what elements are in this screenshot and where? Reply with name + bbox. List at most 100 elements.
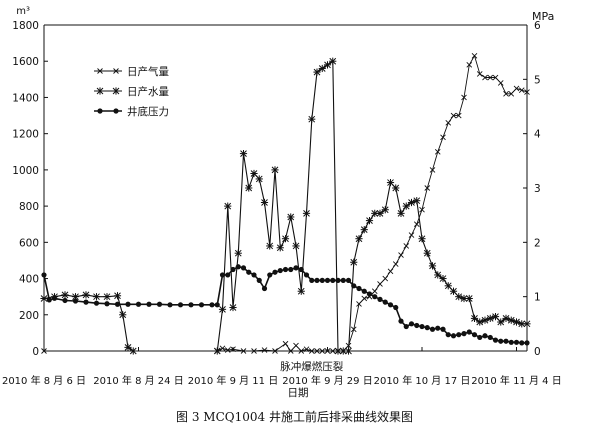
data-point: [302, 209, 311, 217]
x-tick-label: 2010 年 8 月 24 日: [93, 374, 183, 387]
data-point: [277, 267, 283, 274]
legend-label: 井底压力: [127, 105, 169, 118]
data-point: [507, 316, 515, 324]
data-point: [471, 332, 478, 338]
data-point: [356, 301, 362, 307]
y-left-tick-label: 200: [19, 310, 39, 322]
data-point: [298, 266, 304, 273]
legend-marker: [113, 108, 119, 114]
data-point: [261, 347, 268, 353]
data-point: [292, 242, 300, 250]
data-point: [429, 326, 436, 332]
data-point: [461, 94, 467, 101]
data-point: [371, 209, 379, 217]
data-point: [482, 333, 488, 339]
data-point: [465, 294, 473, 303]
data-point: [482, 74, 488, 81]
legend-item: 日产气量: [94, 65, 169, 78]
data-point: [114, 301, 121, 307]
data-point: [41, 272, 47, 278]
data-point: [477, 334, 483, 341]
data-point: [372, 294, 378, 300]
data-point: [350, 326, 357, 333]
data-point: [281, 235, 290, 243]
data-point: [434, 271, 442, 279]
data-point: [82, 291, 90, 299]
x-axis-label: 日期: [288, 387, 309, 399]
data-point: [355, 235, 363, 243]
data-point: [476, 318, 484, 326]
data-point: [497, 80, 504, 86]
data-point: [398, 318, 404, 324]
data-point: [177, 302, 184, 308]
x-tick-label: 2010 年 11 月 4 日: [471, 374, 561, 387]
data-point: [218, 305, 227, 313]
data-point: [413, 197, 421, 205]
data-point: [350, 258, 358, 266]
data-point: [103, 293, 111, 301]
data-point: [318, 64, 326, 73]
y-right-tick-label: 3: [534, 183, 541, 195]
data-point: [393, 304, 399, 311]
data-point: [225, 272, 231, 278]
data-point: [365, 217, 374, 225]
data-point: [340, 277, 346, 283]
data-point: [470, 314, 479, 322]
data-point: [188, 302, 194, 308]
data-point: [424, 185, 431, 191]
series-line: [44, 54, 528, 352]
data-point: [486, 314, 494, 322]
data-point: [476, 71, 483, 77]
legend-marker: [113, 68, 119, 74]
data-point: [497, 318, 505, 326]
data-point: [167, 302, 173, 308]
data-point: [377, 281, 383, 287]
data-point: [492, 74, 499, 81]
data-point: [293, 342, 299, 349]
data-point: [303, 272, 310, 278]
data-point: [356, 285, 362, 292]
data-point: [408, 232, 415, 238]
data-point: [345, 277, 352, 283]
data-point: [267, 272, 273, 278]
data-point: [371, 288, 378, 295]
data-point: [487, 74, 494, 81]
data-point: [503, 91, 509, 97]
series-3: [41, 264, 530, 346]
legend-marker: [97, 68, 103, 74]
data-point: [246, 269, 252, 275]
y-left-tick-label: 1200: [12, 129, 39, 141]
series-2: [40, 57, 531, 355]
y-left-tick-label: 1600: [12, 56, 39, 68]
data-point: [113, 292, 122, 300]
data-point: [445, 332, 451, 338]
series-layer: [40, 52, 531, 355]
data-point: [124, 343, 132, 351]
data-point: [72, 298, 79, 304]
data-point: [198, 302, 205, 308]
data-point: [424, 325, 430, 331]
data-point: [460, 294, 468, 303]
data-point: [455, 112, 462, 119]
data-point: [213, 347, 221, 355]
data-point: [339, 347, 347, 355]
data-point: [323, 61, 332, 69]
y-right-unit-label: MPa: [532, 10, 554, 23]
data-point: [428, 262, 437, 270]
data-point: [329, 348, 336, 354]
legend-marker: [96, 87, 104, 95]
data-point: [255, 175, 263, 183]
data-point: [245, 184, 253, 192]
data-point: [240, 265, 247, 271]
data-point: [403, 243, 410, 249]
data-point: [287, 348, 294, 354]
data-point: [508, 91, 515, 97]
legend-label: 日产气量: [127, 65, 169, 78]
x-tick-label: 2010 年 10 月 17 日: [374, 374, 471, 387]
data-point: [386, 178, 395, 187]
data-point: [418, 235, 426, 243]
data-point: [282, 266, 289, 273]
data-point: [344, 347, 353, 355]
data-point: [381, 206, 389, 214]
